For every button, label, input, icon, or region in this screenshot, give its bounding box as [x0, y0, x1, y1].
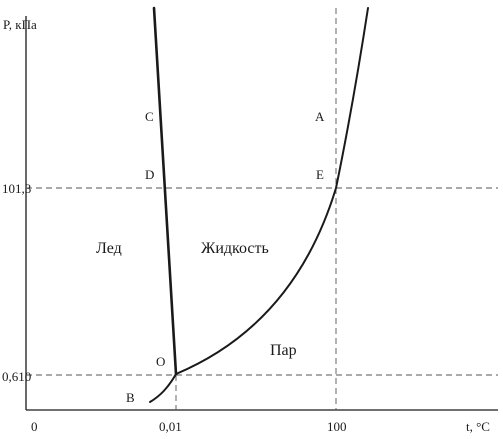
melting-curve-oc	[152, 6, 178, 376]
x-axis-label: t, °C	[466, 419, 490, 434]
y-axis-label: P, кПа	[3, 17, 37, 32]
sublimation-curve-ob	[149, 373, 177, 403]
point-label-o: O	[156, 354, 165, 369]
y-tick-0-610: 0,610	[2, 369, 31, 384]
region-label-vapor: Пар	[270, 342, 297, 359]
point-label-b: B	[126, 390, 135, 405]
point-label-c: C	[145, 109, 154, 124]
region-label-liquid: Жидкость	[201, 240, 269, 257]
point-label-a: A	[315, 109, 325, 124]
point-label-e: E	[316, 167, 324, 182]
x-tick-0-01: 0,01	[159, 419, 182, 434]
origin-label: 0	[31, 419, 38, 434]
vaporization-curve-oa	[175, 7, 369, 375]
y-tick-101-3: 101,3	[2, 181, 31, 196]
region-label-ice: Лед	[96, 240, 122, 257]
point-label-d: D	[145, 167, 154, 182]
x-tick-100: 100	[327, 419, 347, 434]
